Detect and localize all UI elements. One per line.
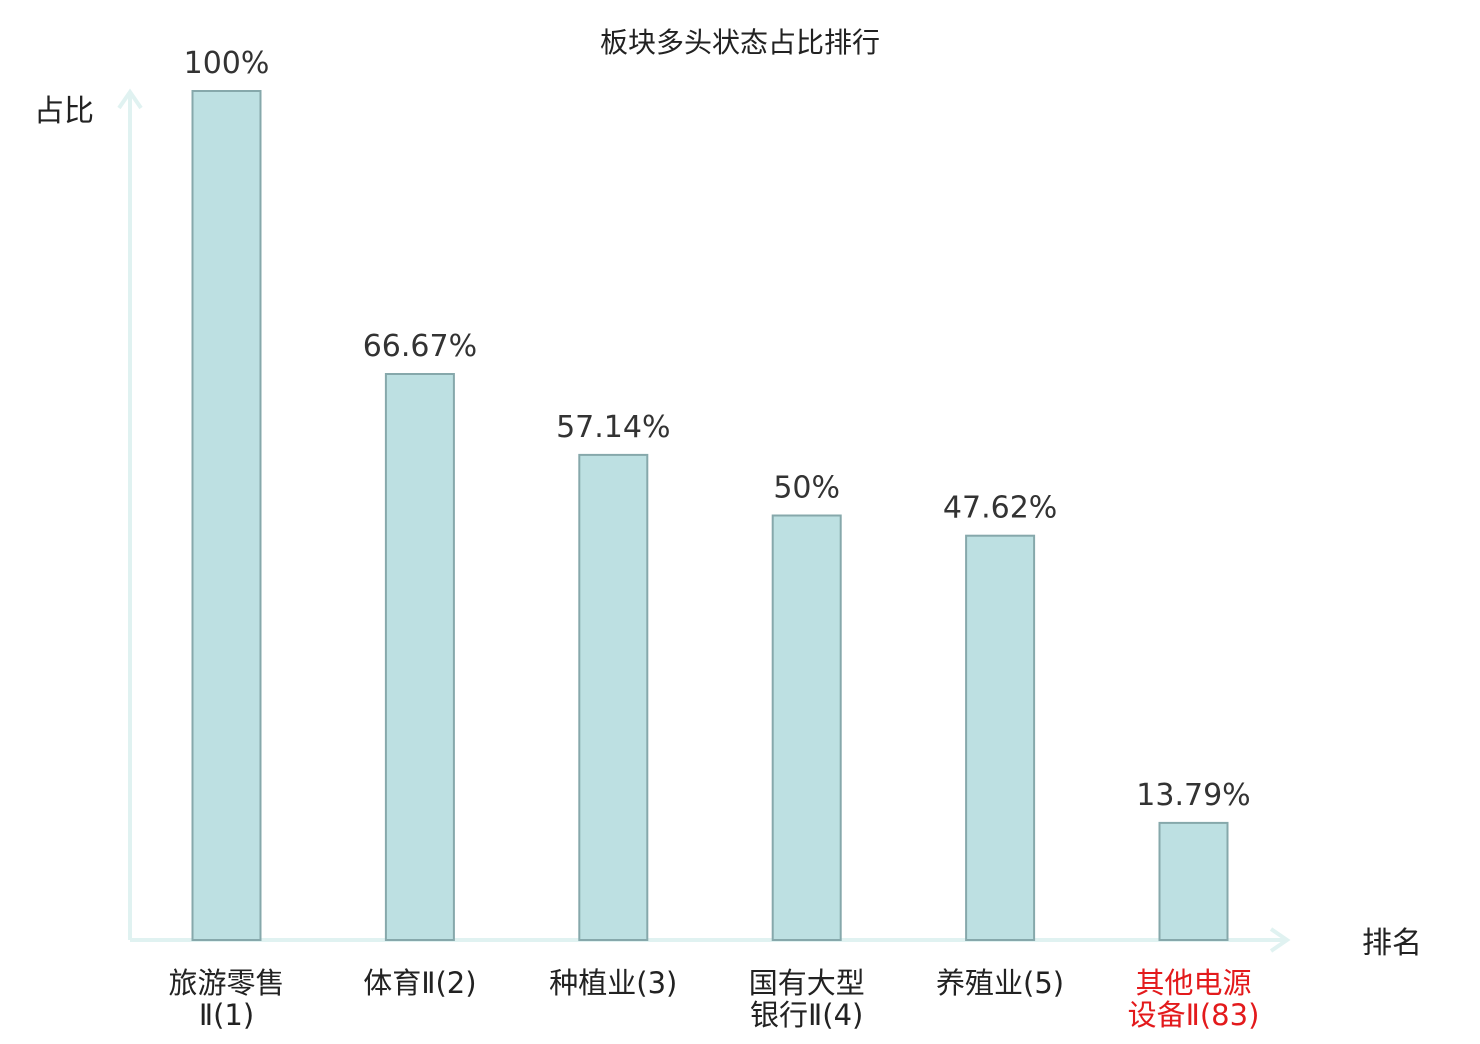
category-label-5: 养殖业(5) [936,966,1064,1000]
category-labels-group: 旅游零售 Ⅱ(1) 体育Ⅱ(2) 种植业(3) 国有大型银行Ⅱ(4) 养殖业(5) 其他电源… [168,966,1259,1032]
bar-3 [578,453,649,941]
bar-5 [965,534,1036,941]
value-label-2: 66.67% [363,329,477,364]
bar-1 [191,90,262,941]
bar-4 [771,514,842,941]
category-label-4: 国有大型银行Ⅱ(4) [749,966,865,1032]
category-label-1: 旅游零售 Ⅱ(1) [168,966,284,1032]
x-axis-label: 排名 [1362,926,1422,961]
chart-title: 板块多头状态占比排行 [600,26,880,59]
y-axis-label: 占比 [34,94,94,129]
value-labels-group: 100% 66.67% 57.14% 50% 47.62% 13.79% [184,46,1251,813]
category-label-3: 种植业(3) [549,966,677,1000]
value-label-3: 57.14% [556,410,670,445]
bar-2 [384,373,455,941]
value-label-5: 47.62% [943,491,1057,526]
value-label-6: 13.79% [1136,778,1250,813]
x-axis-arrow [1269,927,1291,953]
value-label-1: 100% [184,46,270,81]
bars-group [191,90,1229,942]
category-label-6: 其他电源设备Ⅱ(83) [1128,966,1260,1032]
y-axis-arrow [117,88,143,110]
axes [117,88,1291,953]
value-label-4: 50% [773,471,840,506]
bar-6 [1158,821,1229,942]
category-label-2: 体育Ⅱ(2) [363,966,476,1000]
